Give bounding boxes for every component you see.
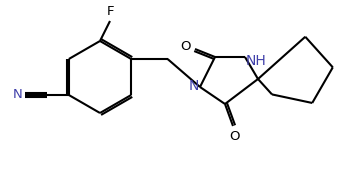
Text: F: F — [106, 5, 114, 18]
Text: O: O — [181, 40, 191, 53]
Text: N: N — [13, 89, 23, 102]
Text: O: O — [229, 130, 239, 143]
Text: N: N — [189, 79, 199, 93]
Text: NH: NH — [246, 54, 267, 68]
